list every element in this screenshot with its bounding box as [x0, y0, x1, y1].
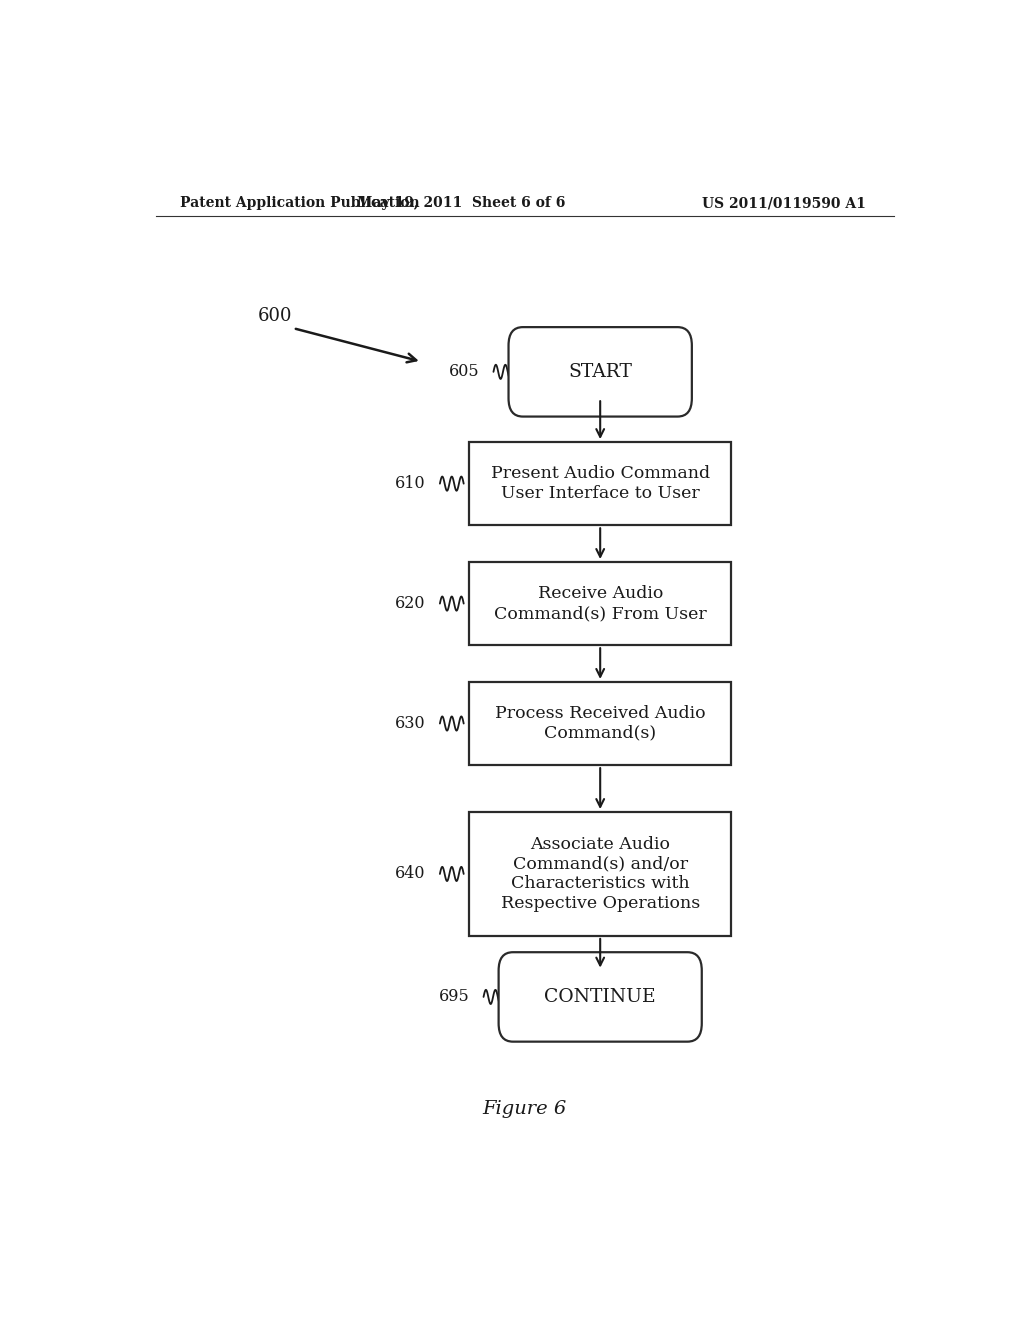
FancyBboxPatch shape — [499, 952, 701, 1041]
Text: Receive Audio
Command(s) From User: Receive Audio Command(s) From User — [494, 585, 707, 622]
Text: Figure 6: Figure 6 — [482, 1100, 567, 1118]
Text: START: START — [568, 363, 632, 381]
FancyBboxPatch shape — [509, 327, 692, 417]
Text: 695: 695 — [438, 989, 469, 1006]
Text: 605: 605 — [449, 363, 479, 380]
Text: 610: 610 — [395, 475, 426, 492]
Text: Associate Audio
Command(s) and/or
Characteristics with
Respective Operations: Associate Audio Command(s) and/or Charac… — [501, 836, 699, 912]
Text: Patent Application Publication: Patent Application Publication — [179, 197, 419, 210]
FancyBboxPatch shape — [469, 562, 731, 645]
Text: 600: 600 — [258, 308, 292, 325]
Text: US 2011/0119590 A1: US 2011/0119590 A1 — [702, 197, 866, 210]
Text: Present Audio Command
User Interface to User: Present Audio Command User Interface to … — [490, 466, 710, 502]
Text: 620: 620 — [395, 595, 426, 612]
Text: May 19, 2011  Sheet 6 of 6: May 19, 2011 Sheet 6 of 6 — [357, 197, 565, 210]
Text: 630: 630 — [395, 715, 426, 733]
Text: Process Received Audio
Command(s): Process Received Audio Command(s) — [495, 705, 706, 742]
Text: 640: 640 — [395, 866, 426, 883]
FancyBboxPatch shape — [469, 442, 731, 525]
Text: CONTINUE: CONTINUE — [545, 987, 656, 1006]
FancyBboxPatch shape — [469, 812, 731, 936]
FancyBboxPatch shape — [469, 682, 731, 766]
